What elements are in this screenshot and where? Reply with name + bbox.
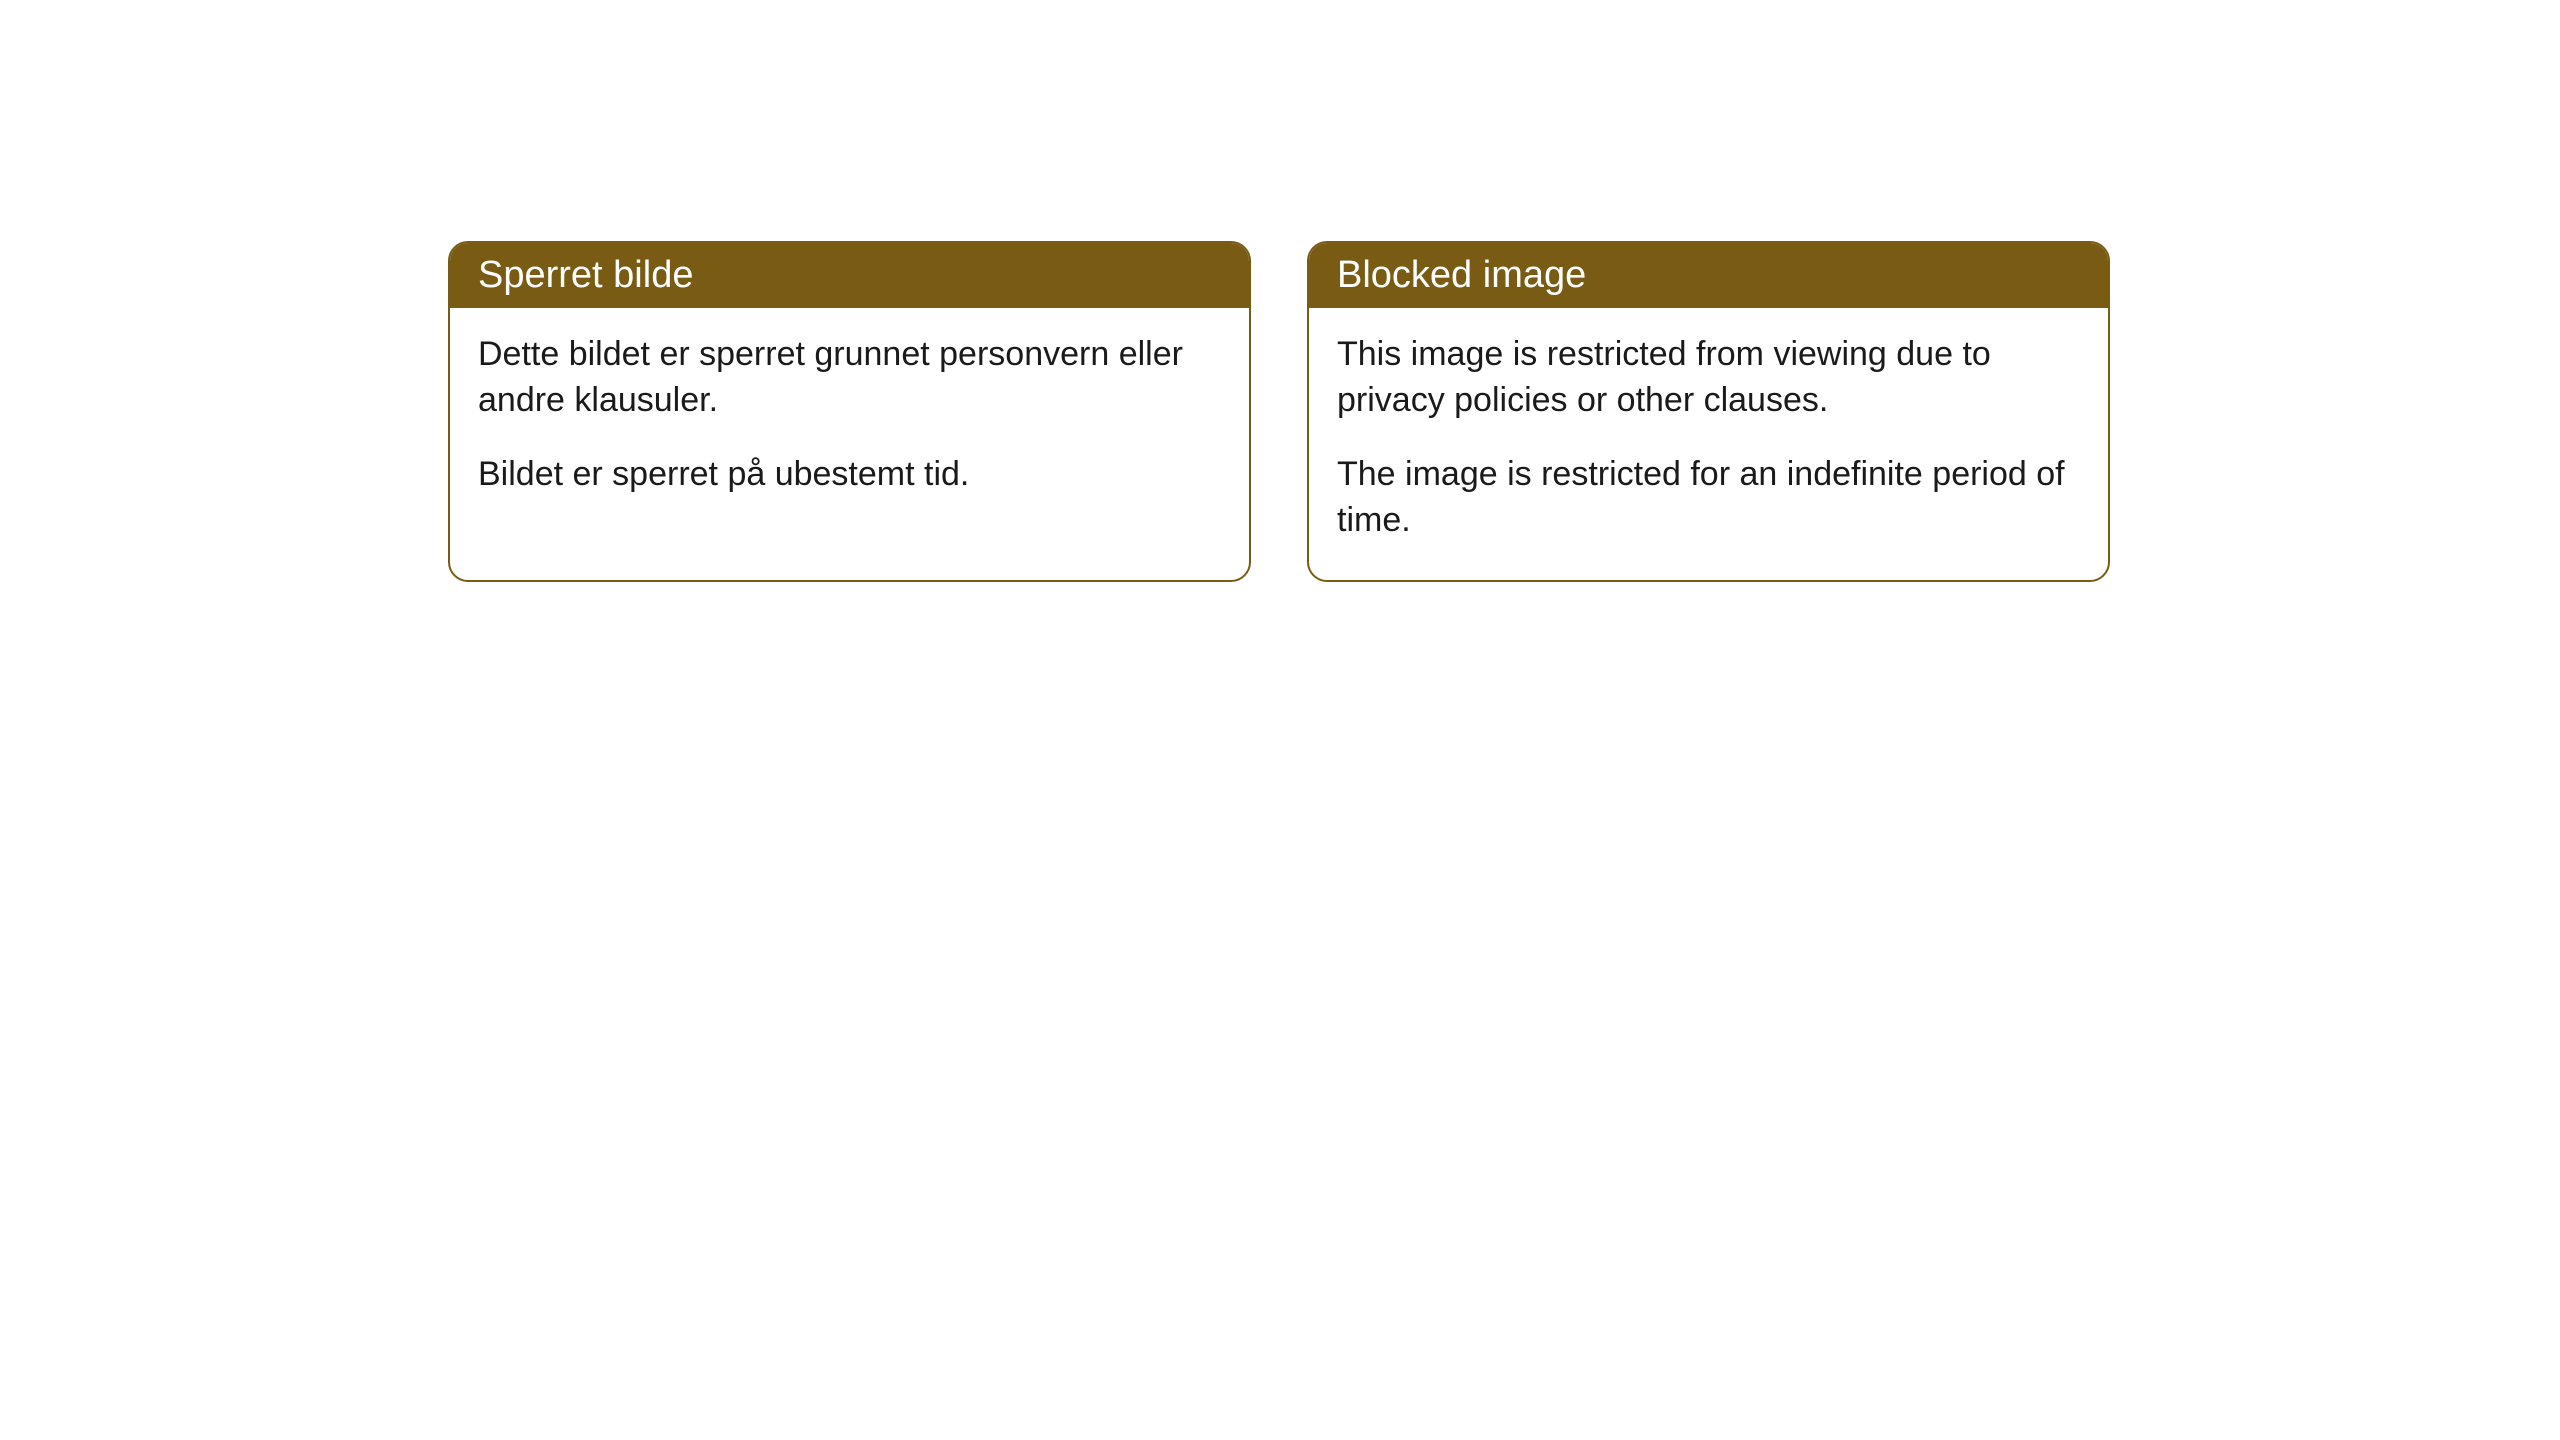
- cards-container: Sperret bilde Dette bildet er sperret gr…: [0, 0, 2560, 582]
- card-text-english-1: This image is restricted from viewing du…: [1337, 332, 2080, 424]
- card-body-english: This image is restricted from viewing du…: [1309, 308, 2108, 580]
- card-body-norwegian: Dette bildet er sperret grunnet personve…: [450, 308, 1249, 534]
- card-english: Blocked image This image is restricted f…: [1307, 241, 2110, 582]
- card-text-norwegian-1: Dette bildet er sperret grunnet personve…: [478, 332, 1221, 424]
- card-text-norwegian-2: Bildet er sperret på ubestemt tid.: [478, 452, 1221, 498]
- card-title-norwegian: Sperret bilde: [478, 254, 693, 296]
- card-norwegian: Sperret bilde Dette bildet er sperret gr…: [448, 241, 1251, 582]
- card-header-norwegian: Sperret bilde: [450, 243, 1249, 308]
- card-header-english: Blocked image: [1309, 243, 2108, 308]
- card-title-english: Blocked image: [1337, 254, 1586, 296]
- card-text-english-2: The image is restricted for an indefinit…: [1337, 452, 2080, 544]
